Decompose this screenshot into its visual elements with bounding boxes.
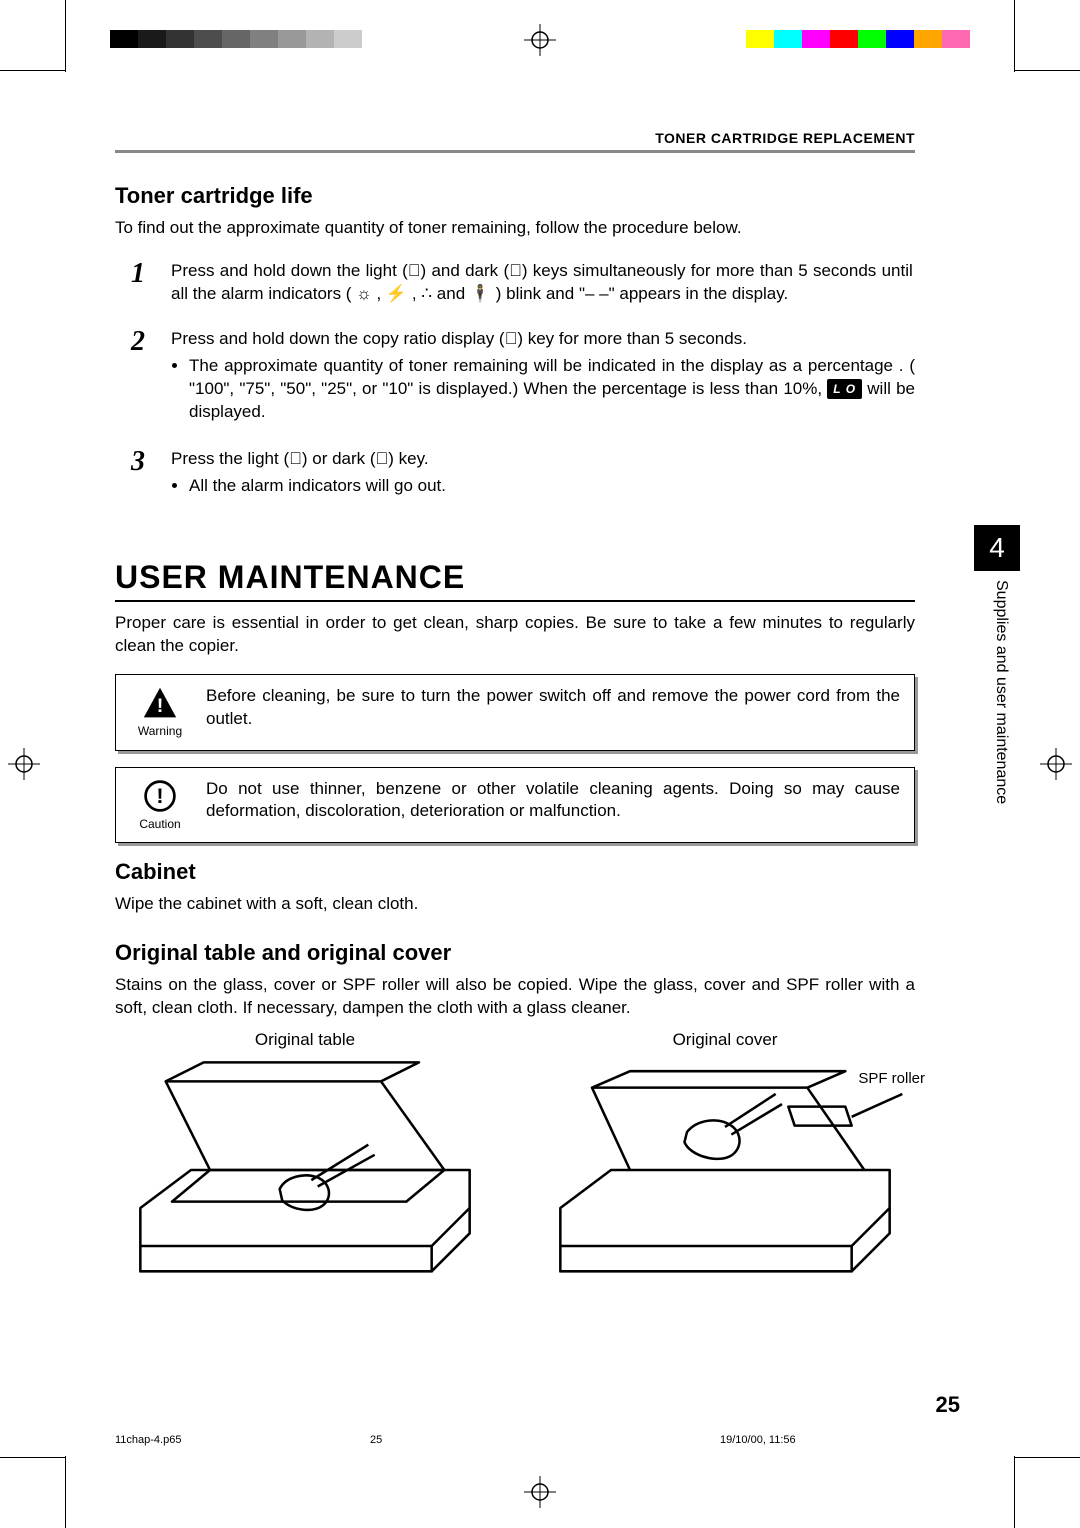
grayscale-swatch <box>250 30 278 48</box>
grayscale-swatch <box>278 30 306 48</box>
heading-rule <box>115 600 915 602</box>
warning-icon: ! Warning <box>130 685 190 739</box>
registration-mark-icon <box>524 1476 556 1508</box>
crop-mark <box>65 0 66 72</box>
registration-mark-icon <box>524 24 556 56</box>
grayscale-swatch <box>110 30 138 48</box>
running-head: TONER CARTRIDGE REPLACEMENT <box>115 130 915 146</box>
page: 4 Supplies and user maintenance TONER CA… <box>0 0 1080 1528</box>
color-swatch <box>746 30 774 48</box>
crop-mark <box>0 70 65 71</box>
caution-icon: ! Caution <box>130 778 190 832</box>
header-rule <box>115 150 915 153</box>
chapter-number: 4 <box>989 532 1005 564</box>
section-heading-user-maintenance: USER MAINTENANCE <box>115 559 915 596</box>
svg-text:!: ! <box>157 695 164 717</box>
section-heading-toner-life: Toner cartridge life <box>115 183 915 209</box>
color-swatch <box>942 30 970 48</box>
step-1: 1 Press and hold down the light (⃝) and … <box>115 260 915 306</box>
warning-text: Before cleaning, be sure to turn the pow… <box>206 685 900 731</box>
svg-text:!: ! <box>156 783 163 808</box>
footer-filename: 11chap-4.p65 <box>115 1434 181 1446</box>
color-swatch <box>914 30 942 48</box>
step-text: Press and hold down the copy ratio displ… <box>171 328 915 426</box>
step-2: 2 Press and hold down the copy ratio dis… <box>115 328 915 426</box>
figures-row: Original table <box>115 1030 915 1302</box>
step-text: Press and hold down the light (⃝) and da… <box>171 260 915 306</box>
user-maintenance-intro: Proper care is essential in order to get… <box>115 612 915 658</box>
color-swatch <box>774 30 802 48</box>
cabinet-text: Wipe the cabinet with a soft, clean clot… <box>115 893 915 916</box>
step-number: 2 <box>115 328 145 426</box>
crop-mark <box>1015 1457 1080 1458</box>
color-swatch <box>886 30 914 48</box>
footer-page: 25 <box>370 1434 382 1446</box>
crop-mark <box>1014 1456 1015 1528</box>
section-heading-cabinet: Cabinet <box>115 859 915 885</box>
color-swatch <box>802 30 830 48</box>
footer-datetime: 19/10/00, 11:56 <box>720 1434 796 1446</box>
crop-mark <box>1015 70 1080 71</box>
color-bar <box>746 30 970 48</box>
color-swatch <box>858 30 886 48</box>
chapter-side-label: Supplies and user maintenance <box>992 580 1010 804</box>
figure-caption: Original cover <box>535 1030 915 1050</box>
grayscale-swatch <box>194 30 222 48</box>
section-heading-original: Original table and original cover <box>115 940 915 966</box>
grayscale-bar <box>110 30 390 48</box>
caution-text: Do not use thinner, benzene or other vol… <box>206 778 900 824</box>
content-area: TONER CARTRIDGE REPLACEMENT Toner cartri… <box>115 130 915 1301</box>
step-text: Press the light (⃝) or dark (⃝) key. All… <box>171 448 915 500</box>
color-swatch <box>830 30 858 48</box>
step-number: 1 <box>115 260 145 306</box>
figure-caption: Original table <box>115 1030 495 1050</box>
caution-callout: ! Caution Do not use thinner, benzene or… <box>115 767 915 843</box>
grayscale-swatch <box>222 30 250 48</box>
crop-mark <box>0 1457 65 1458</box>
grayscale-swatch <box>362 30 390 48</box>
crop-mark <box>1014 0 1015 72</box>
grayscale-swatch <box>166 30 194 48</box>
grayscale-swatch <box>334 30 362 48</box>
original-table-illustration <box>115 1056 495 1297</box>
registration-mark-icon <box>1040 748 1072 780</box>
warning-callout: ! Warning Before cleaning, be sure to tu… <box>115 674 915 750</box>
registration-mark-icon <box>8 748 40 780</box>
original-text: Stains on the glass, cover or SPF roller… <box>115 974 915 1020</box>
figure-original-table: Original table <box>115 1030 495 1302</box>
grayscale-swatch <box>138 30 166 48</box>
step-number: 3 <box>115 448 145 500</box>
toner-life-intro: To find out the approximate quantity of … <box>115 217 915 240</box>
chapter-tab: 4 <box>974 525 1020 571</box>
figure-original-cover: Original cover <box>535 1030 915 1302</box>
step-3: 3 Press the light (⃝) or dark (⃝) key. A… <box>115 448 915 500</box>
page-number: 25 <box>936 1392 960 1418</box>
spf-roller-label: SPF roller <box>858 1070 925 1087</box>
crop-mark <box>65 1456 66 1528</box>
original-cover-illustration <box>535 1056 915 1297</box>
lo-display-icon: L O <box>827 379 862 399</box>
grayscale-swatch <box>306 30 334 48</box>
